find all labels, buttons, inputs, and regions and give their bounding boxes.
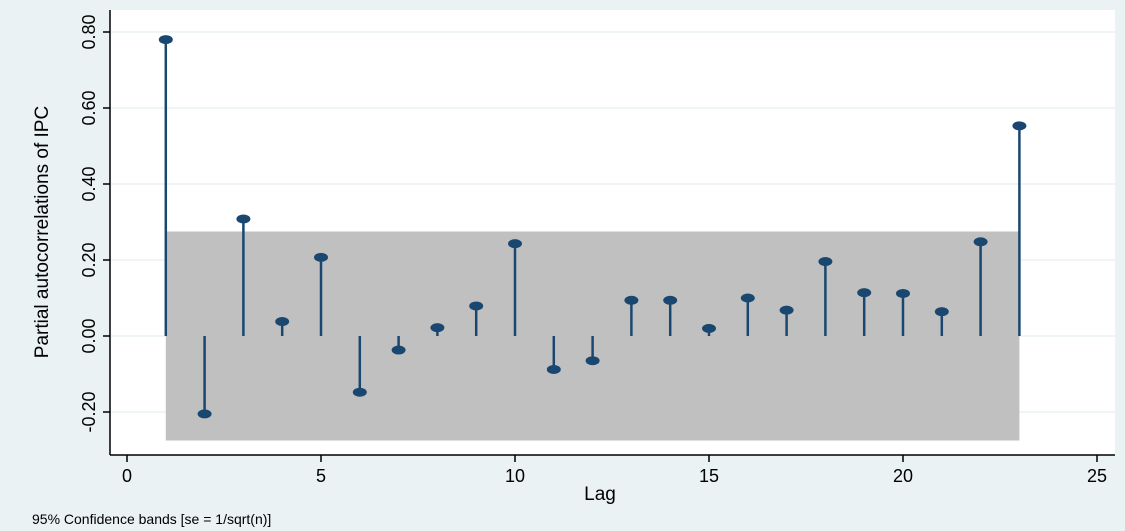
x-tick-label: 20 (893, 466, 913, 486)
stem-marker (779, 305, 794, 315)
stem-marker (740, 293, 755, 303)
stem-marker (702, 323, 716, 333)
x-tick-label: 15 (699, 466, 719, 486)
stem-marker (1012, 121, 1027, 131)
y-tick-label: 0.80 (79, 14, 99, 49)
y-tick-label: 0.40 (79, 166, 99, 201)
y-tick-label: 0.00 (79, 318, 99, 353)
stem-marker (391, 345, 406, 355)
x-tick-label: 10 (505, 466, 525, 486)
stem-marker (546, 364, 561, 374)
y-tick-label: 0.60 (79, 90, 99, 125)
stem-marker (469, 301, 484, 311)
stem-marker (352, 387, 367, 397)
stems (158, 35, 1027, 419)
confidence-note: 95% Confidence bands [se = 1/sqrt(n)] (32, 511, 271, 527)
stem-marker (275, 317, 290, 327)
stem-marker (585, 356, 600, 366)
x-tick-label: 5 (316, 466, 326, 486)
stem-marker (508, 239, 522, 249)
y-axis-ticks: -0.20 0.00 0.20 0.40 0.60 0.80 (79, 14, 110, 433)
y-axis-title: Partial autocorrelations of IPC (32, 106, 53, 358)
stem-marker (430, 323, 445, 333)
stem-marker (857, 288, 872, 298)
x-axis-title: Lag (584, 484, 616, 505)
stem-marker (314, 252, 328, 262)
stem-marker (818, 257, 833, 267)
stem-marker (973, 237, 988, 247)
x-tick-label: 0 (122, 466, 132, 486)
stem-marker (197, 409, 212, 419)
y-tick-label: -0.20 (79, 391, 99, 432)
stem-marker (934, 307, 949, 317)
stem-marker (896, 288, 910, 298)
y-tick-label: 0.20 (79, 242, 99, 277)
stem-marker (158, 35, 173, 45)
stem-marker (624, 295, 639, 305)
stem-marker (236, 214, 251, 224)
x-tick-label: 25 (1087, 466, 1107, 486)
x-axis-ticks: 0 5 10 15 20 25 (122, 455, 1107, 486)
stem-marker (663, 295, 678, 305)
